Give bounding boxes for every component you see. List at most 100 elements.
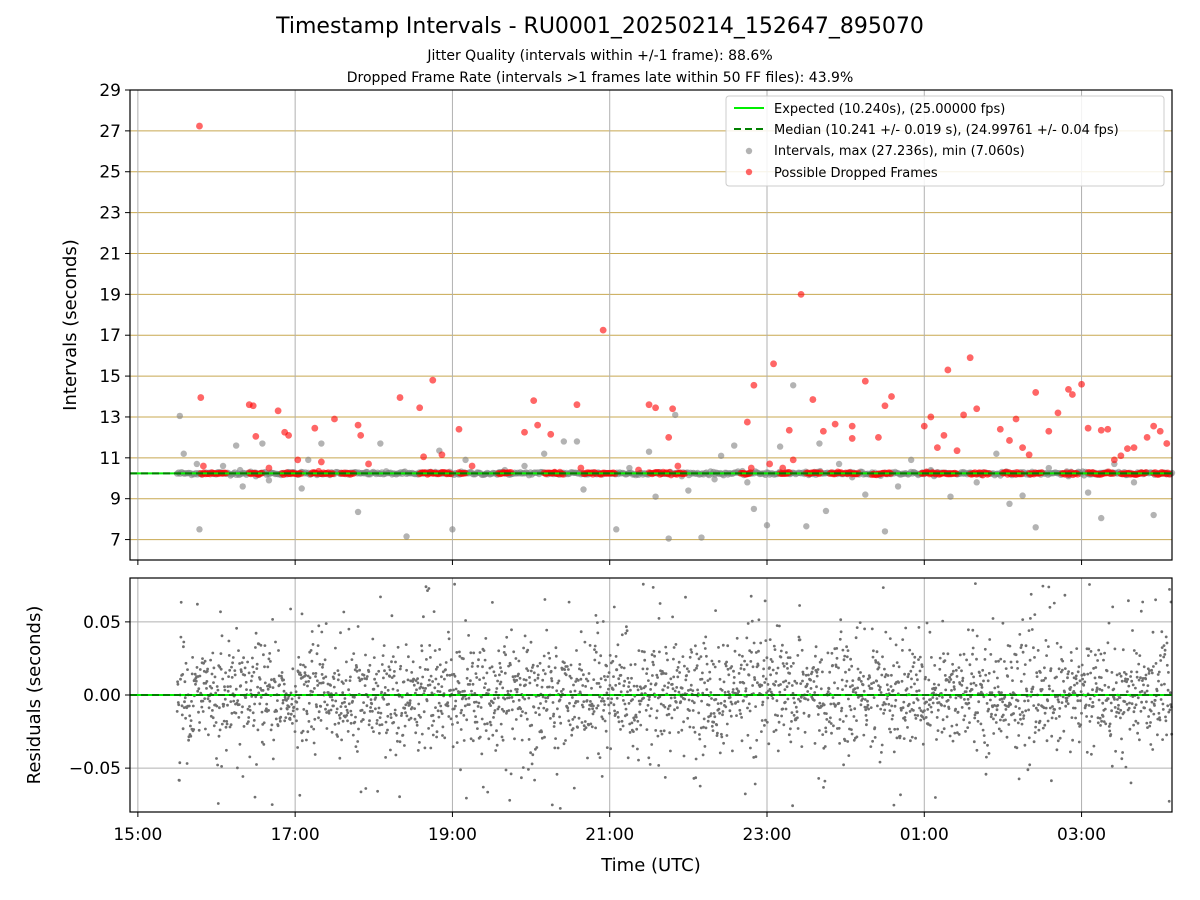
residual-point — [725, 722, 729, 726]
residual-point — [954, 696, 958, 700]
residual-point — [302, 663, 305, 667]
residual-point — [854, 691, 858, 694]
dropped-frame-point — [1019, 444, 1026, 452]
residual-point — [945, 715, 949, 719]
residual-point — [1149, 709, 1153, 713]
residual-point — [913, 682, 916, 686]
residual-point — [447, 637, 451, 641]
residual-point — [1152, 665, 1155, 668]
residual-point — [1021, 710, 1024, 714]
residual-point — [198, 674, 202, 678]
residual-point — [349, 709, 353, 713]
residual-point — [305, 738, 308, 742]
residual-point — [834, 665, 838, 668]
residual-point — [681, 655, 685, 658]
residual-point — [333, 671, 336, 675]
residual-point — [1107, 621, 1111, 625]
residual-point — [649, 707, 653, 710]
residual-point — [1073, 706, 1077, 710]
residual-point — [243, 673, 247, 677]
residual-point — [354, 745, 358, 748]
residual-point — [338, 713, 341, 717]
residual-point — [270, 678, 273, 682]
residual-point — [189, 734, 193, 738]
residual-point — [248, 705, 251, 708]
residual-point — [397, 726, 400, 730]
dropped-frame-point — [669, 405, 677, 413]
interval-point — [1045, 464, 1052, 472]
residual-point — [868, 676, 872, 679]
residual-point — [452, 707, 456, 711]
residual-point — [895, 661, 899, 664]
residual-point — [572, 786, 576, 790]
residual-point — [951, 662, 954, 666]
residual-point — [527, 696, 531, 700]
interval-point — [298, 485, 305, 492]
residual-point — [581, 705, 585, 709]
dropped-frame-point — [573, 401, 581, 409]
residuals-y-ticks: −0.050.000.05 — [69, 613, 130, 779]
residual-point — [1142, 683, 1145, 687]
residual-point — [1165, 641, 1169, 645]
residual-point — [907, 672, 910, 676]
residual-point — [532, 705, 536, 709]
residual-point — [305, 712, 309, 716]
residual-point — [980, 686, 984, 689]
residual-point — [1086, 672, 1090, 676]
residual-point — [561, 687, 565, 691]
residual-point — [776, 714, 779, 717]
residual-point — [721, 710, 725, 713]
residual-point — [292, 714, 296, 718]
residual-point — [620, 665, 623, 669]
residual-point — [228, 668, 232, 672]
dropped-frame-point — [920, 422, 928, 430]
residual-point — [599, 654, 603, 658]
residual-point — [700, 677, 704, 681]
residual-point — [763, 681, 767, 684]
residual-point — [238, 742, 242, 746]
residual-point — [837, 666, 840, 670]
residual-point — [567, 668, 570, 671]
residual-point — [222, 719, 226, 723]
residual-point — [1114, 681, 1118, 685]
residual-point — [703, 681, 706, 685]
dropped-frame-point — [652, 404, 659, 412]
residual-point — [1110, 671, 1114, 674]
residual-point — [737, 672, 741, 675]
residual-point — [215, 757, 218, 760]
residual-point — [669, 749, 672, 753]
residual-point — [1057, 667, 1061, 671]
residual-point — [815, 674, 819, 678]
residual-point — [738, 708, 742, 712]
residual-point — [1160, 683, 1163, 687]
residual-point — [906, 675, 910, 679]
dropped-frame-point — [429, 376, 437, 384]
residual-point — [593, 644, 597, 648]
y-tick-label: 23 — [99, 204, 121, 224]
residual-point — [526, 648, 530, 652]
residual-point — [1029, 617, 1032, 620]
residual-point — [834, 704, 837, 707]
residual-point — [824, 726, 828, 730]
residual-point — [216, 802, 220, 805]
residual-point — [976, 719, 980, 723]
residual-point — [587, 672, 591, 675]
residual-point — [503, 645, 506, 648]
x-tick-label: 19:00 — [428, 825, 477, 845]
residual-point — [415, 720, 419, 724]
residual-point — [268, 685, 272, 689]
residual-point — [708, 670, 712, 674]
residual-point — [454, 699, 458, 703]
residual-point — [806, 698, 810, 702]
residual-point — [251, 656, 254, 660]
residual-point — [1009, 703, 1012, 706]
y-tick-label: 11 — [99, 449, 121, 469]
residual-point — [316, 644, 320, 647]
residual-point — [401, 733, 405, 737]
residual-point — [198, 668, 202, 671]
residual-point — [781, 707, 785, 711]
residual-point — [813, 742, 817, 745]
residual-point — [331, 698, 334, 702]
residual-point — [709, 712, 713, 715]
residual-point — [231, 661, 235, 665]
